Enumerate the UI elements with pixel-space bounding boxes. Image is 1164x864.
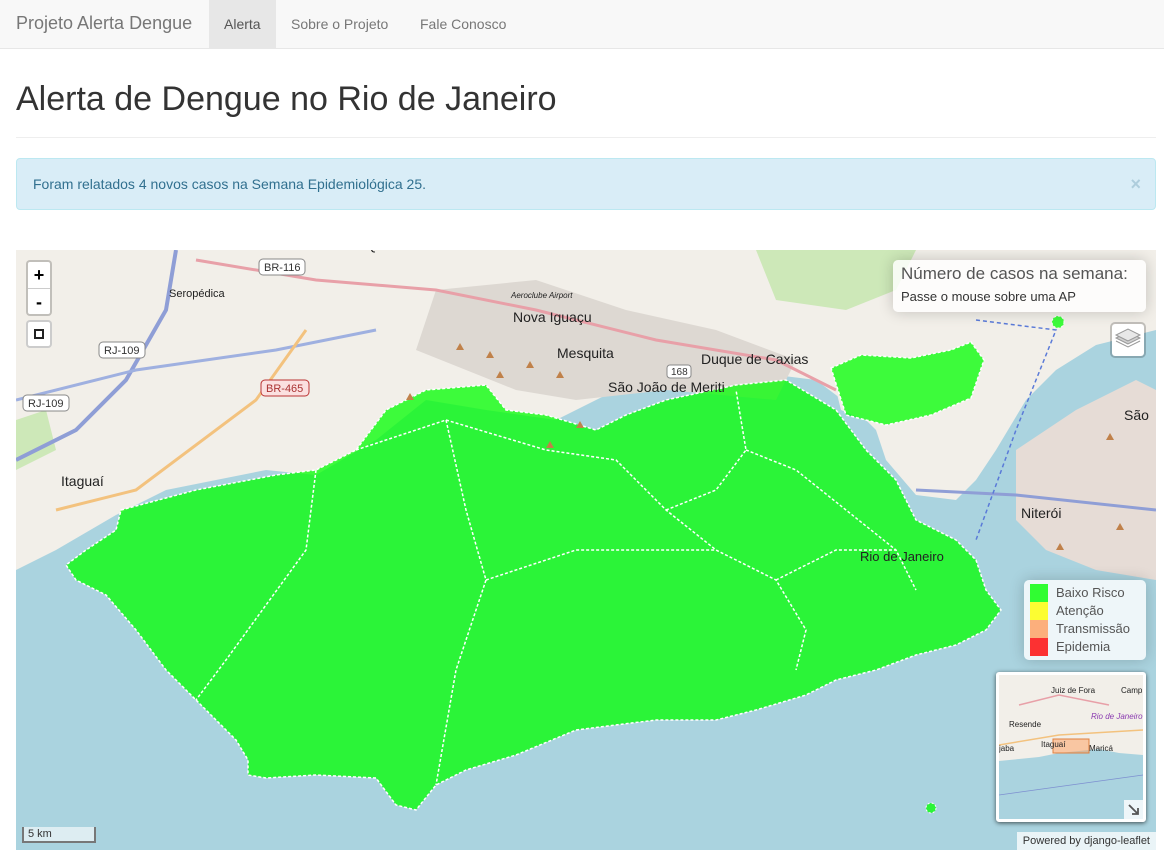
svg-text:Resende: Resende — [1009, 720, 1042, 729]
label-niteroi: Niterói — [1021, 505, 1061, 521]
ferry-route — [975, 319, 1058, 541]
legend-item: Transmissão — [1030, 620, 1140, 638]
alert-message: Foram relatados 4 novos casos na Semana … — [33, 176, 426, 192]
label-seropedica: Seropédica — [169, 288, 226, 300]
legend-swatch — [1030, 602, 1048, 620]
svg-text:Juiz de Fora: Juiz de Fora — [1051, 686, 1096, 695]
legend-swatch — [1030, 620, 1048, 638]
label-nova-iguacu: Nova Iguaçu — [513, 309, 592, 325]
road — [16, 250, 178, 462]
label-itaguai: Itaguaí — [61, 473, 104, 489]
svg-text:Camp: Camp — [1121, 686, 1143, 695]
scale-bar: 5 km — [22, 827, 96, 843]
legend: Baixo Risco Atenção Transmissão Epidemia — [1024, 580, 1146, 660]
page-title: Alerta de Dengue no Rio de Janeiro — [16, 80, 557, 118]
legend-item: Epidemia — [1030, 638, 1140, 656]
svg-text:RJ-109: RJ-109 — [104, 345, 139, 357]
fullscreen-button[interactable] — [26, 320, 52, 348]
road-shield-br465: BR-465 — [260, 379, 310, 397]
navbar: Projeto Alerta Dengue Alerta Sobre o Pro… — [0, 0, 1164, 49]
map[interactable]: Queimados Seropédica Nova Iguaçu Aeroclu… — [16, 250, 1156, 850]
nav-fale-conosco[interactable]: Fale Conosco — [420, 16, 507, 32]
info-box: Número de casos na semana: Passe o mouse… — [893, 260, 1146, 312]
layers-button[interactable] — [1110, 322, 1146, 358]
road-shield-rj109: RJ-109 — [22, 394, 70, 412]
label-rio-de-janeiro: Rio de Janeiro — [860, 549, 944, 564]
minimap-tiles: Juiz de Fora Camp Resende Rio de Janeiro… — [999, 675, 1143, 796]
minimap[interactable]: Juiz de Fora Camp Resende Rio de Janeiro… — [996, 672, 1146, 822]
svg-text:168: 168 — [671, 367, 688, 378]
info-alert: Foram relatados 4 novos casos na Semana … — [16, 158, 1156, 210]
road-shield-br116: BR-116 — [258, 258, 306, 276]
minimap-toggle-icon[interactable] — [1124, 800, 1143, 819]
label-duque-de-caxias: Duque de Caxias — [701, 351, 808, 367]
area-ilha[interactable] — [830, 341, 985, 426]
islet — [1051, 315, 1065, 329]
ap-border — [775, 549, 896, 581]
label-mesquita: Mesquita — [557, 345, 614, 361]
road-shield-rj109: RJ-109 — [98, 341, 146, 359]
city-area[interactable] — [64, 379, 1002, 811]
divider — [16, 137, 1156, 138]
label-aeroclube: Aeroclube Airport — [510, 291, 573, 300]
nav-alerta[interactable]: Alerta — [209, 0, 276, 48]
land-north — [16, 250, 1156, 570]
svg-text:BR-465: BR-465 — [266, 383, 303, 395]
ap-border — [195, 469, 317, 701]
ap-border — [485, 549, 716, 581]
svg-text:Rio de Janeiro: Rio de Janeiro — [1091, 712, 1143, 721]
svg-text:Maricá: Maricá — [1089, 744, 1114, 753]
islet — [925, 802, 937, 814]
label-sao: São — [1124, 407, 1149, 423]
fullscreen-icon — [34, 329, 44, 339]
legend-item: Atenção — [1030, 602, 1140, 620]
brand-link[interactable]: Projeto Alerta Dengue — [16, 13, 193, 33]
info-hint: Passe o mouse sobre uma AP — [901, 289, 1076, 304]
svg-text:jaba: jaba — [999, 744, 1015, 753]
label-queimados: Queimados — [366, 250, 438, 253]
legend-swatch — [1030, 584, 1048, 602]
svg-text:Itaguaí: Itaguaí — [1041, 740, 1066, 749]
ap-border — [745, 449, 917, 591]
label-sao-joao: São João de Meriti — [608, 379, 725, 395]
ap-border — [445, 419, 807, 671]
svg-text:BR-116: BR-116 — [264, 262, 300, 274]
bridge-road — [915, 488, 1156, 512]
peak-markers — [406, 343, 1124, 550]
zoom-in-button[interactable]: + — [33, 265, 45, 285]
layers-icon — [1114, 328, 1142, 348]
road-shield-168: 168 — [666, 364, 692, 379]
legend-item: Baixo Risco — [1030, 584, 1140, 602]
map-tiles: Queimados Seropédica Nova Iguaçu Aeroclu… — [16, 250, 1156, 814]
nav-sobre-o-projeto[interactable]: Sobre o Projeto — [291, 16, 389, 32]
zoom-out-button[interactable]: - — [28, 288, 50, 314]
info-title: Número de casos na semana: — [901, 264, 1128, 283]
svg-text:RJ-109: RJ-109 — [28, 398, 63, 410]
zoom-control: + - — [26, 260, 52, 316]
close-icon[interactable]: × — [1130, 174, 1141, 194]
ap-border — [665, 389, 747, 511]
attribution: Powered by django-leaflet — [1016, 832, 1156, 850]
road — [16, 328, 377, 402]
legend-swatch — [1030, 638, 1048, 656]
road — [55, 329, 308, 512]
urban-area — [416, 280, 796, 400]
road — [195, 258, 837, 392]
park-area — [756, 250, 916, 310]
